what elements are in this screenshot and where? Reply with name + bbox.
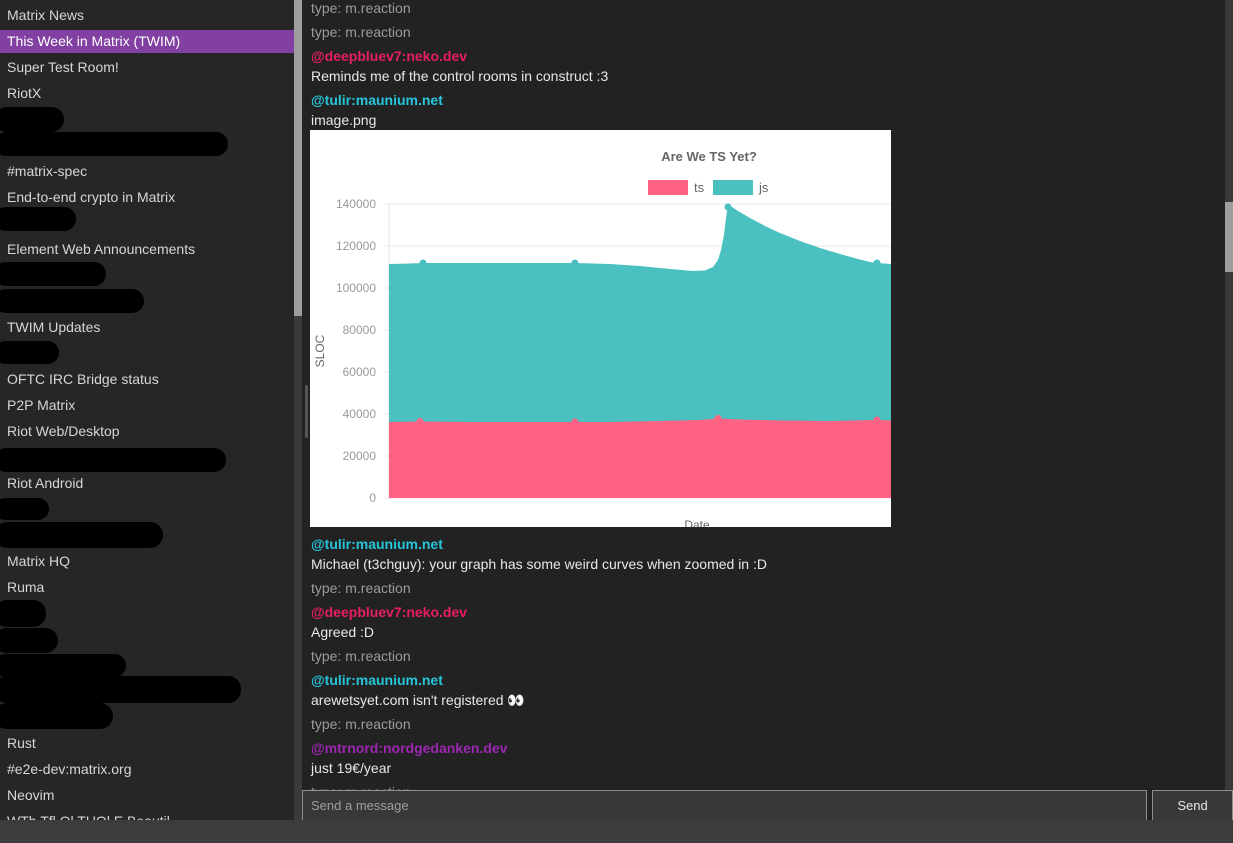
message-author[interactable]: @deepbluev7:neko.dev xyxy=(311,48,468,64)
message-body: Agreed :D xyxy=(311,624,375,640)
sidebar-item-end-to-end-crypto-in-matrix[interactable]: End-to-end crypto in Matrix xyxy=(7,189,176,205)
sidebar-item-rust[interactable]: Rust xyxy=(7,735,36,751)
bottom-status-strip xyxy=(0,820,1233,843)
sidebar-item-riotx[interactable]: RiotX xyxy=(7,85,42,101)
svg-text:Are We TS Yet?: Are We TS Yet? xyxy=(661,149,757,164)
message-author[interactable]: @tulir:maunium.net xyxy=(311,536,443,552)
sidebar-item-riot-android[interactable]: Riot Android xyxy=(7,475,84,491)
message-body: arewetsyet.com isn't registered 👀 xyxy=(311,692,525,708)
sidebar-item-element-web-announcements[interactable]: Element Web Announcements xyxy=(7,241,196,257)
redacted-room-entry[interactable] xyxy=(0,522,163,548)
redacted-room-entry[interactable] xyxy=(0,498,49,520)
svg-text:140000: 140000 xyxy=(336,197,376,211)
message-event-meta: type: m.reaction xyxy=(311,24,411,40)
sidebar-item-riot-web-desktop[interactable]: Riot Web/Desktop xyxy=(7,423,120,439)
message-body: Michael (t3chguy): your graph has some w… xyxy=(311,556,767,572)
svg-text:80000: 80000 xyxy=(343,323,377,337)
redacted-room-entry[interactable] xyxy=(0,703,113,729)
chat-scrollbar-track[interactable] xyxy=(1225,0,1233,820)
are-we-ts-yet-chart: 140000 120000 100000 80000 60000 40000 20000 0 A… xyxy=(313,149,891,532)
sidebar-scrollbar-track[interactable] xyxy=(294,0,302,820)
svg-text:100000: 100000 xyxy=(336,281,376,295)
svg-text:SLOC: SLOC xyxy=(313,334,327,367)
message-event-meta: type: m.reaction xyxy=(311,580,411,596)
inner-scrollbar-thumb[interactable] xyxy=(305,385,308,438)
redacted-room-entry[interactable] xyxy=(0,341,59,364)
message-event-meta: type: m.reaction xyxy=(311,0,411,16)
send-button[interactable]: Send xyxy=(1152,790,1233,820)
redacted-room-entry[interactable] xyxy=(0,448,226,472)
sidebar-item-this-week-in-matrix-twim[interactable]: This Week in Matrix (TWIM) xyxy=(0,30,294,53)
svg-text:js: js xyxy=(758,180,769,195)
attachment-filename[interactable]: image.png xyxy=(311,112,377,128)
sidebar-item-twim-updates[interactable]: TWIM Updates xyxy=(7,319,101,335)
sidebar-item-wtb-tfl-ol-tuol-e-beautil[interactable]: WTb Tfl Ol TUOl E Beautil xyxy=(0,808,294,820)
message-event-meta: type: m.reaction xyxy=(311,716,411,732)
sidebar-item-oftc-irc-bridge-status[interactable]: OFTC IRC Bridge status xyxy=(7,371,159,387)
sidebar-item-matrix-spec[interactable]: #matrix-spec xyxy=(7,163,88,179)
svg-text:60000: 60000 xyxy=(343,365,377,379)
sidebar-item-matrix-news[interactable]: Matrix News xyxy=(7,7,85,23)
chat-image-attachment[interactable]: 140000 120000 100000 80000 60000 40000 20000 0 A… xyxy=(310,130,891,532)
redacted-room-entry[interactable] xyxy=(0,262,106,286)
message-timeline: type: m.reaction type: m.reaction @deepblu… xyxy=(302,0,1233,820)
sidebar-item-e2e-dev-matrix-org[interactable]: #e2e-dev:matrix.org xyxy=(7,761,132,777)
message-author[interactable]: @tulir:maunium.net xyxy=(311,92,443,108)
sidebar-item-super-test-room[interactable]: Super Test Room! xyxy=(7,59,119,75)
message-author[interactable]: @mtrnord:nordgedanken.dev xyxy=(311,740,508,756)
redacted-room-entry[interactable] xyxy=(0,676,241,703)
message-event-meta: type: m.reaction xyxy=(311,648,411,664)
svg-text:0: 0 xyxy=(369,491,376,505)
svg-text:40000: 40000 xyxy=(343,407,377,421)
redacted-room-entry[interactable] xyxy=(0,600,46,627)
svg-text:Date: Date xyxy=(684,518,710,527)
message-input[interactable] xyxy=(302,790,1147,820)
redacted-room-entry[interactable] xyxy=(0,628,58,653)
redacted-room-entry[interactable] xyxy=(0,654,126,677)
sidebar-scrollbar-thumb[interactable] xyxy=(294,0,302,316)
redacted-room-entry[interactable] xyxy=(0,207,76,231)
message-author[interactable]: @deepbluev7:neko.dev xyxy=(311,604,468,620)
sidebar-item-p2p-matrix[interactable]: P2P Matrix xyxy=(7,397,76,413)
message-body: just 19€/year xyxy=(311,760,392,776)
room-list-sidebar: Matrix News This Week in Matrix (TWIM) Sup… xyxy=(0,0,294,820)
redacted-room-entry[interactable] xyxy=(0,289,144,313)
message-author[interactable]: @tulir:maunium.net xyxy=(311,672,443,688)
redacted-room-entry[interactable] xyxy=(0,107,64,132)
sidebar-item-neovim[interactable]: Neovim xyxy=(7,787,55,803)
chat-scrollbar-thumb[interactable] xyxy=(1225,202,1233,272)
redacted-room-entry[interactable] xyxy=(0,132,228,156)
sidebar-item-ruma[interactable]: Ruma xyxy=(7,579,45,595)
svg-text:120000: 120000 xyxy=(336,239,376,253)
svg-text:ts: ts xyxy=(694,180,705,195)
message-body: Reminds me of the control rooms in const… xyxy=(311,68,609,84)
sidebar-item-matrix-hq[interactable]: Matrix HQ xyxy=(7,553,70,569)
svg-text:20000: 20000 xyxy=(343,449,377,463)
